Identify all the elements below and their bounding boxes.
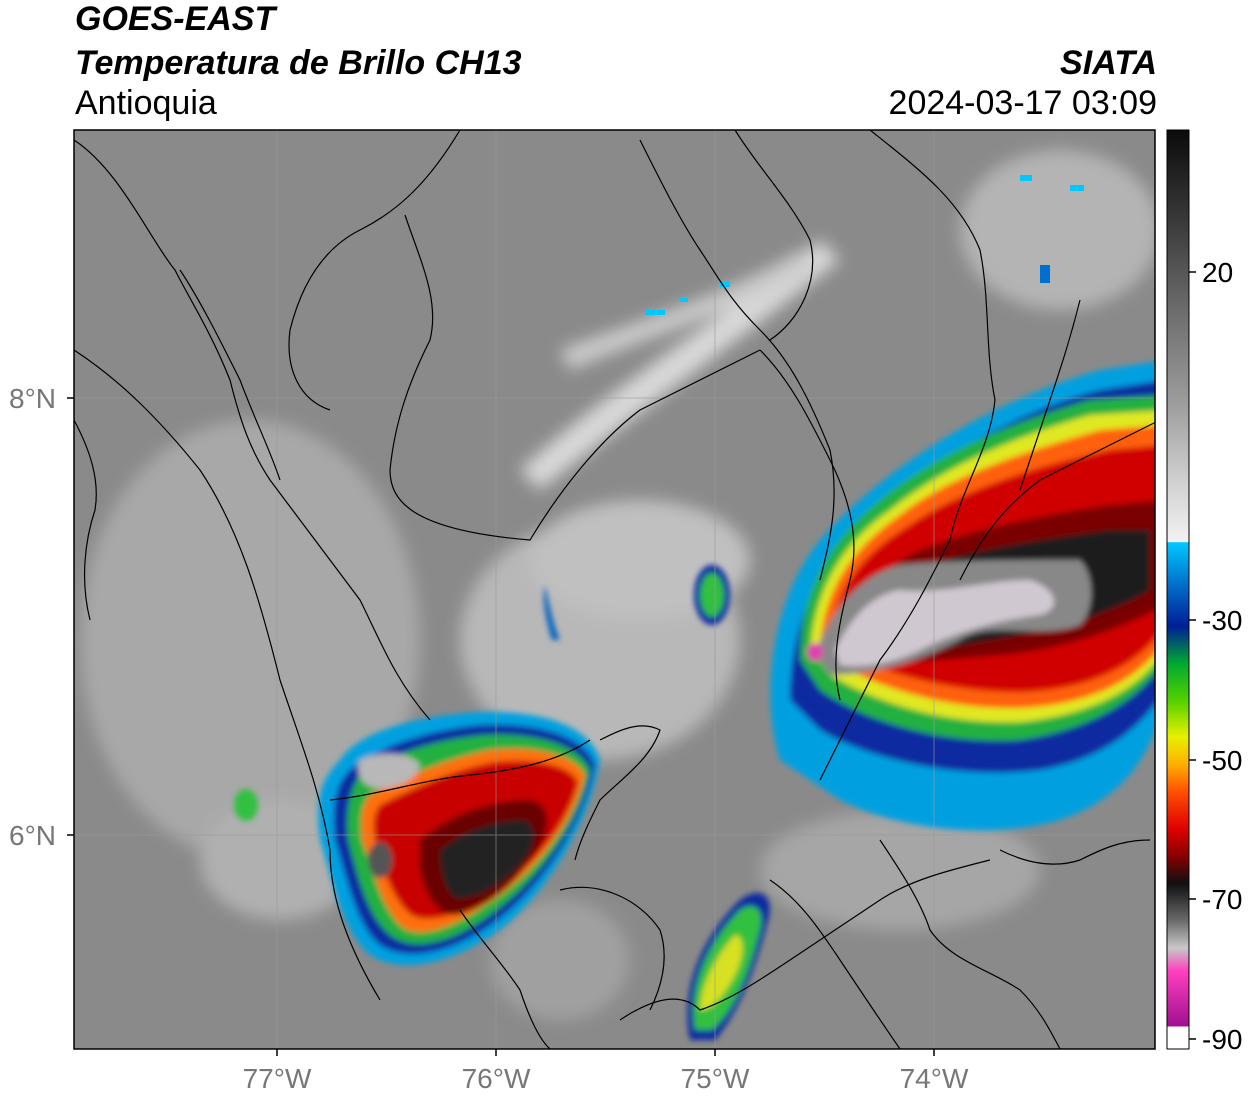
- colorbar-label-neg30: -30: [1202, 605, 1242, 636]
- cold-specks: [645, 175, 1084, 315]
- storm-west: [318, 711, 600, 966]
- product-title: Temperatura de Brillo CH13: [75, 44, 522, 82]
- region-label: Antioquia: [75, 84, 217, 122]
- satellite-title: GOES-EAST: [75, 0, 276, 38]
- lon-tick-74w: 74°W: [900, 1063, 969, 1094]
- organization-label: SIATA: [1060, 44, 1157, 82]
- axis-ticks: [67, 397, 935, 1056]
- gridlines: [74, 130, 1155, 1049]
- colorbar-ticks: [1189, 271, 1196, 1040]
- lon-tick-77w: 77°W: [243, 1063, 312, 1094]
- lon-tick-75w: 75°W: [681, 1063, 750, 1094]
- colorbar-label-20: 20: [1202, 257, 1233, 288]
- map-frame: [73, 129, 1156, 1050]
- lon-tick-76w: 76°W: [462, 1063, 531, 1094]
- small-cells: [234, 565, 770, 1040]
- colorbar-label-neg70: -70: [1202, 884, 1242, 915]
- ir-imagery: [74, 130, 1155, 1049]
- lat-tick-6n: 6°N: [9, 820, 56, 851]
- datetime-label: 2024-03-17 03:09: [888, 84, 1157, 122]
- colorbar-label-neg90: -90: [1202, 1024, 1242, 1055]
- storm-east: [770, 361, 1155, 831]
- colorbar: [1166, 129, 1190, 1050]
- colorbar-label-neg50: -50: [1202, 745, 1242, 776]
- boundaries: [74, 130, 1155, 1049]
- lat-tick-8n: 8°N: [9, 383, 56, 414]
